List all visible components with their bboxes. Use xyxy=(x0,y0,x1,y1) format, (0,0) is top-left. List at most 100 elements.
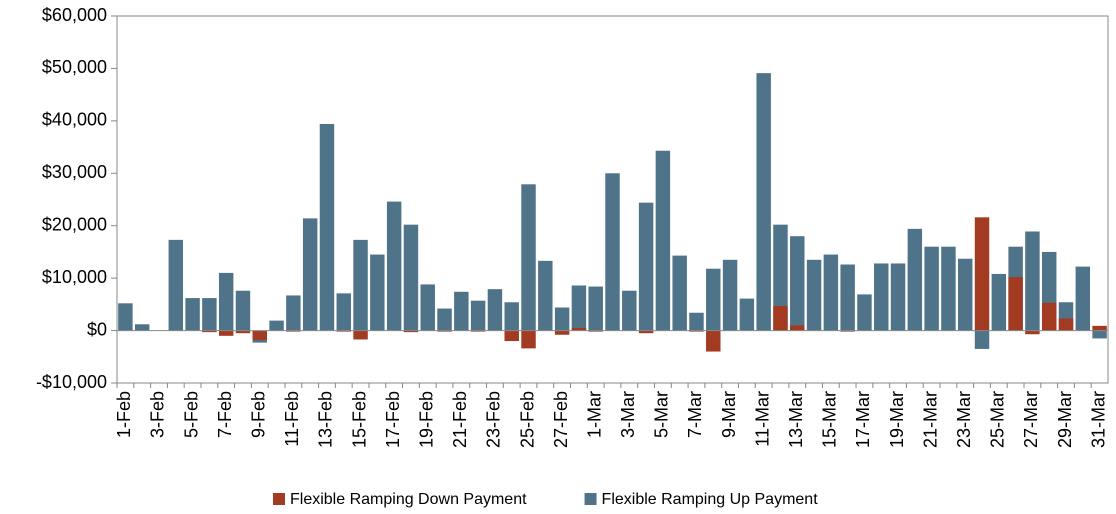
x-tick-label: 23-Mar xyxy=(954,391,974,448)
bar xyxy=(622,290,637,331)
bar xyxy=(538,260,553,331)
x-tick-label: 1-Feb xyxy=(114,391,134,438)
x-tick-label: 11-Feb xyxy=(282,391,302,447)
bar xyxy=(924,246,939,331)
x-tick-label: 7-Feb xyxy=(215,391,235,438)
x-tick-label: 21-Feb xyxy=(450,391,470,448)
bar xyxy=(118,303,133,331)
y-tick-label: $40,000 xyxy=(42,110,107,130)
bar xyxy=(386,201,402,331)
x-tick-label: 9-Feb xyxy=(249,391,269,438)
bar xyxy=(504,302,519,331)
x-tick-label: 7-Mar xyxy=(685,391,705,438)
bar xyxy=(638,330,654,334)
legend-swatch xyxy=(584,493,597,505)
bar xyxy=(739,298,755,331)
x-tick-label: 27-Mar xyxy=(1021,391,1041,448)
bar xyxy=(269,320,284,331)
bar xyxy=(1025,330,1040,335)
x-tick-label: 9-Mar xyxy=(719,391,739,438)
y-tick-label: $30,000 xyxy=(42,162,107,182)
x-tick-label: 25-Mar xyxy=(988,391,1008,448)
x-tick-label: 11-Mar xyxy=(752,391,772,447)
bar xyxy=(588,330,603,332)
x-tick-label: 13-Feb xyxy=(316,391,336,448)
bar xyxy=(252,330,267,341)
bar xyxy=(571,327,587,331)
plot-frame xyxy=(116,15,1109,384)
bar xyxy=(420,284,435,331)
bar xyxy=(722,259,738,331)
bar xyxy=(790,236,805,331)
bar xyxy=(672,255,687,331)
x-tick-label: 17-Feb xyxy=(383,391,403,448)
bar xyxy=(706,330,721,352)
y-tick-label: $10,000 xyxy=(42,267,107,287)
bar xyxy=(353,330,368,340)
bar xyxy=(588,286,603,331)
bar xyxy=(504,330,519,342)
bar xyxy=(806,259,822,331)
bar xyxy=(168,239,184,331)
x-tick-label: 13-Mar xyxy=(786,391,806,448)
bar xyxy=(790,325,805,331)
x-tick-label: 19-Mar xyxy=(887,391,907,448)
bar xyxy=(958,258,973,331)
x-tick-label: 19-Feb xyxy=(416,391,436,448)
x-tick-label: 23-Feb xyxy=(484,391,504,448)
bar xyxy=(638,202,654,331)
bar xyxy=(773,305,788,331)
bar xyxy=(1025,231,1040,331)
bar xyxy=(437,330,452,332)
bar xyxy=(521,330,536,349)
bar xyxy=(218,330,234,336)
bar xyxy=(554,307,570,331)
bar xyxy=(840,264,855,331)
bar xyxy=(874,263,889,331)
bar xyxy=(403,224,419,331)
bar xyxy=(286,295,301,331)
bar xyxy=(840,330,855,332)
x-tick-label: 15-Feb xyxy=(349,391,369,448)
bar xyxy=(1092,325,1107,331)
x-tick-label: 3-Mar xyxy=(618,391,638,438)
bar xyxy=(974,330,990,349)
bar xyxy=(1041,302,1057,331)
bar xyxy=(1075,266,1091,331)
bar xyxy=(554,330,570,335)
x-tick-label: 29-Mar xyxy=(1055,391,1075,448)
bar xyxy=(857,294,872,331)
bar xyxy=(218,272,234,331)
bar xyxy=(202,330,217,333)
y-tick-label: $60,000 xyxy=(42,5,107,25)
bar xyxy=(235,330,251,334)
y-tick-label: $20,000 xyxy=(42,214,107,234)
legend-label: Flexible Ramping Down Payment xyxy=(290,491,527,508)
bar xyxy=(907,228,923,331)
legend-label: Flexible Ramping Up Payment xyxy=(602,491,819,508)
bar xyxy=(286,330,301,332)
bar xyxy=(571,285,587,331)
bar xyxy=(991,273,1007,331)
bar xyxy=(185,298,200,331)
bar xyxy=(521,184,536,331)
x-tick-label: 3-Feb xyxy=(148,391,168,438)
x-tick-label: 31-Mar xyxy=(1088,391,1108,448)
bar xyxy=(319,124,335,331)
bar xyxy=(470,330,486,332)
x-tick-label: 25-Feb xyxy=(517,391,537,448)
bar xyxy=(823,254,839,331)
y-tick-label: $0 xyxy=(87,319,107,339)
bar xyxy=(1092,330,1107,339)
bar xyxy=(202,298,217,331)
x-tick-label: 15-Mar xyxy=(820,391,840,448)
bar xyxy=(706,268,721,331)
bar xyxy=(487,289,503,331)
bar xyxy=(605,173,620,331)
x-tick-label: 5-Mar xyxy=(652,391,672,438)
bar xyxy=(470,300,486,331)
bar xyxy=(1058,318,1074,331)
bar xyxy=(353,239,368,331)
bar xyxy=(689,330,704,332)
